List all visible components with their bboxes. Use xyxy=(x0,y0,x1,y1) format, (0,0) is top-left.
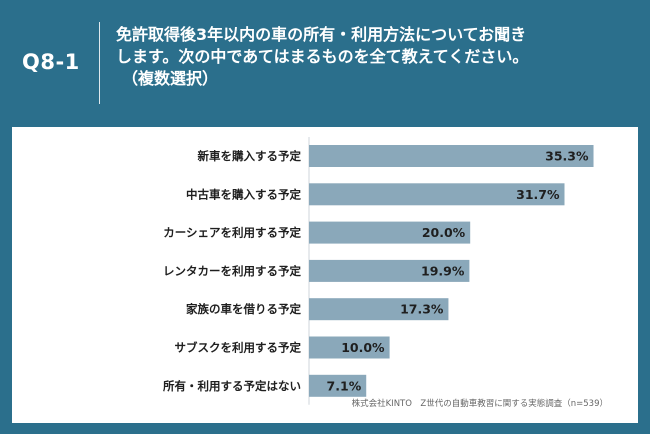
chart-panel: 新車を購入する予定 35.3% 中古車を購入する予定 31.7% カーシェアを利用する予… xyxy=(12,127,638,423)
bar-0 xyxy=(309,145,594,167)
bar-chart: 新車を購入する予定 35.3% 中古車を購入する予定 31.7% カーシェアを利用する予… xyxy=(163,137,594,405)
question-line-2: します。次の中であてはまるものを全て教えてください。 xyxy=(116,47,529,66)
category-label-3: レンタカーを利用する予定 xyxy=(163,264,301,278)
value-label-0: 35.3% xyxy=(545,149,589,164)
question-text: 免許取得後3年以内の車の所有・利用方法についてお聞き します。次の中であてはまる… xyxy=(116,24,636,90)
value-label-2: 20.0% xyxy=(422,225,466,240)
bar-3 xyxy=(309,259,470,282)
category-label-5: サブスクを利用する予定 xyxy=(175,341,302,355)
kinto-logo: KINTO xyxy=(12,406,81,425)
category-label-4: 家族の車を借りる予定 xyxy=(186,302,301,316)
question-line-1: 免許取得後3年以内の車の所有・利用方法についてお聞き xyxy=(116,25,527,44)
header: Q8-1 免許取得後3年以内の車の所有・利用方法についてお聞き します。次の中で… xyxy=(0,0,650,118)
bar-4 xyxy=(309,298,449,321)
bar-6 xyxy=(309,374,367,397)
value-label-1: 31.7% xyxy=(516,187,560,202)
category-label-0: 新車を購入する予定 xyxy=(198,149,302,163)
source-note: 株式会社KINTO Z世代の自動車教習に関する実態調査（n=539） xyxy=(351,399,608,409)
question-line-3: （複数選択） xyxy=(122,69,219,88)
category-label-6: 所有・利用する予定はない xyxy=(163,379,301,393)
value-label-5: 10.0% xyxy=(341,340,385,355)
bar-1 xyxy=(309,183,565,206)
bar-5 xyxy=(309,336,390,359)
header-divider xyxy=(99,22,100,104)
value-label-3: 19.9% xyxy=(421,263,465,278)
bar-2 xyxy=(309,221,471,244)
question-number: Q8-1 xyxy=(22,50,80,74)
category-label-1: 中古車を購入する予定 xyxy=(186,187,301,201)
value-label-6: 7.1% xyxy=(327,378,362,393)
category-label-2: カーシェアを利用する予定 xyxy=(163,226,301,240)
value-label-4: 17.3% xyxy=(400,302,444,317)
